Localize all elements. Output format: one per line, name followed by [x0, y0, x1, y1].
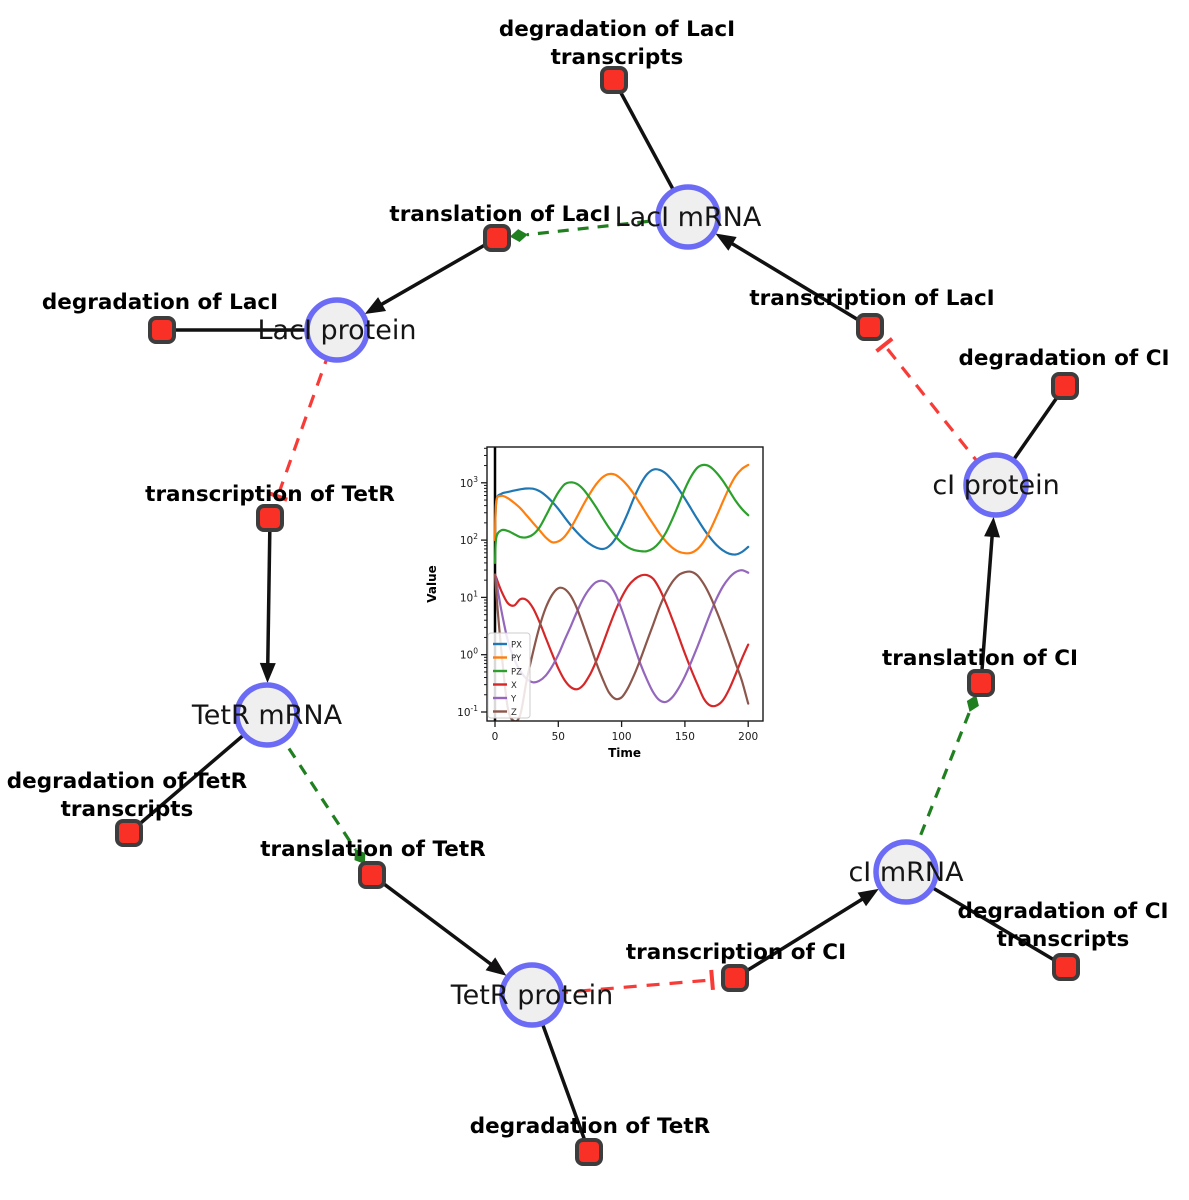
chart-series-Y	[493, 569, 750, 704]
edge-transcription_laci-laci_mrna	[715, 233, 871, 329]
species-node-laci_protein[interactable]	[304, 297, 370, 363]
legend-label-Y: Y	[510, 695, 517, 705]
reaction-label-transcription_tetr-line0: transcription of TetR	[145, 482, 395, 507]
legend-label-PY: PY	[511, 654, 522, 664]
species-label-laci_mrna: LacI mRNA	[615, 202, 762, 233]
chart-legend: PX PY PZ XYZ	[487, 632, 531, 719]
reaction-node-deg_tetr_tx[interactable]	[115, 819, 143, 847]
species-node-ci_protein[interactable]	[963, 452, 1029, 518]
chart-series-PX	[493, 468, 750, 556]
reaction-label-deg_ci_tx-line1: transcripts	[997, 927, 1130, 952]
reaction-label-deg_ci_tx-line0: degradation of CI	[958, 899, 1169, 924]
chart-x-tick-label: 150	[675, 731, 695, 743]
reaction-node-deg_laci[interactable]	[148, 316, 176, 344]
species-label-tetr_protein: TetR protein	[450, 980, 613, 1011]
chart-series-PZ	[493, 463, 750, 564]
reaction-node-translation_ci[interactable]	[967, 669, 995, 697]
edge-translation_tetr-tetr_protein	[370, 873, 507, 976]
chart-x-tick-label: 0	[492, 731, 499, 743]
reaction-node-transcription_tetr[interactable]	[256, 504, 284, 532]
species-node-tetr_mrna[interactable]	[234, 682, 300, 748]
chart-plot-area	[487, 447, 763, 721]
chart-ylabel: Value	[425, 565, 439, 603]
species-label-tetr_mrna: TetR mRNA	[191, 700, 343, 731]
species-label-laci_protein: LacI protein	[258, 315, 417, 346]
edge-translation_laci-laci_protein	[364, 236, 498, 315]
chart-y-tick-label: 103	[460, 475, 478, 490]
chart-xlabel: Time	[608, 746, 641, 760]
reaction-node-deg_tetr[interactable]	[575, 1138, 603, 1166]
chart-x-tick-label: 200	[738, 731, 758, 743]
edge-translation_ci-ci_protein	[979, 516, 1001, 684]
chart-series-Z	[493, 570, 750, 721]
reaction-node-translation_laci[interactable]	[483, 224, 511, 252]
chart-x-tick-label: 100	[612, 731, 632, 743]
reaction-node-deg_ci[interactable]	[1051, 372, 1079, 400]
chart-y-tick-label: 100	[460, 647, 478, 662]
legend-label-PZ: PZ	[511, 668, 522, 678]
reaction-label-deg_ci-line0: degradation of CI	[959, 346, 1170, 371]
reaction-node-deg_laci_tx[interactable]	[600, 66, 628, 94]
chart-frame	[486, 446, 764, 722]
reaction-label-translation_tetr-line0: translation of TetR	[260, 837, 486, 862]
reaction-label-transcription_ci-line0: transcription of CI	[626, 940, 846, 965]
reaction-label-deg_laci_tx-line1: transcripts	[551, 45, 684, 70]
reaction-label-deg_laci-line0: degradation of LacI	[42, 290, 278, 315]
chart-x-tick-label: 50	[552, 731, 565, 743]
species-node-laci_mrna[interactable]	[655, 184, 721, 250]
reaction-label-deg_tetr_tx-line0: degradation of TetR	[7, 769, 248, 794]
species-node-ci_mrna[interactable]	[873, 839, 939, 905]
reaction-label-translation_laci-line0: translation of LacI	[389, 202, 610, 227]
reaction-node-deg_ci_tx[interactable]	[1052, 953, 1080, 981]
species-label-ci_protein: cI protein	[932, 470, 1059, 501]
edge-transcription_tetr-tetr_mrna	[259, 517, 276, 684]
reaction-label-deg_laci_tx-line0: degradation of LacI	[499, 17, 735, 42]
reaction-label-transcription_laci-line0: transcription of LacI	[749, 286, 994, 311]
chart-series-PY	[493, 463, 750, 555]
labels-layer: degradation of LacI transcripts translatio…	[7, 17, 1170, 1139]
reaction-label-deg_tetr-line0: degradation of TetR	[470, 1114, 711, 1139]
edge-transcription_ci-ci_mrna	[734, 888, 879, 980]
chart-y-tick-label: 101	[460, 589, 478, 604]
legend-label-Z: Z	[511, 708, 517, 718]
nodes-layer	[115, 66, 1080, 1166]
legend-label-PX: PX	[511, 641, 522, 651]
reaction-node-transcription_laci[interactable]	[856, 313, 884, 341]
reaction-node-translation_tetr[interactable]	[358, 861, 386, 889]
species-node-tetr_protein[interactable]	[499, 962, 565, 1028]
reaction-label-deg_tetr_tx-line1: transcripts	[61, 797, 194, 822]
chart-y-tick-label: 10-1	[457, 704, 478, 719]
chart-y-tick-label: 102	[460, 532, 478, 547]
legend-label-X: X	[511, 681, 517, 691]
reaction-label-translation_ci-line0: translation of CI	[882, 646, 1078, 671]
species-label-ci_mrna: cI mRNA	[848, 857, 964, 888]
reaction-node-transcription_ci[interactable]	[721, 964, 749, 992]
